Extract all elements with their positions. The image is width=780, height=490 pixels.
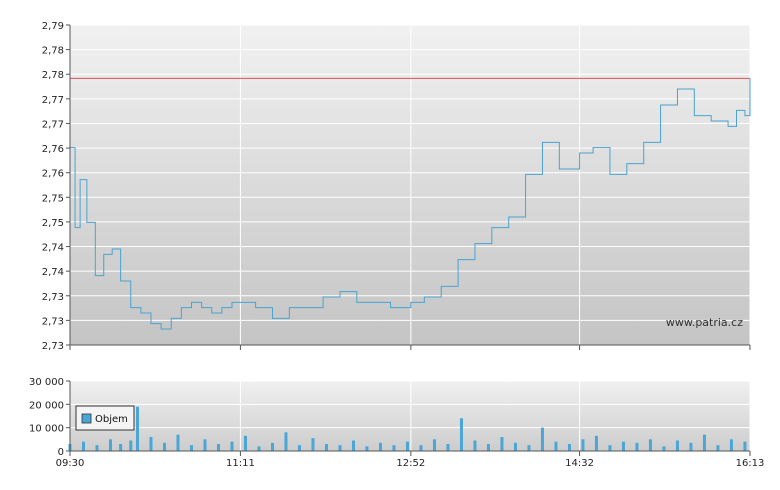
price-line (70, 78, 751, 330)
volume-bar (662, 446, 666, 451)
volume-bar (743, 441, 747, 451)
volume-y-tick-label: 10 000 (29, 424, 64, 435)
volume-bar (338, 445, 342, 451)
volume-bar (270, 442, 274, 451)
volume-y-tick-label: 20 000 (29, 400, 64, 411)
price-y-tick-label: 2,76 (42, 144, 64, 155)
price-y-tick-label: 2,79 (42, 21, 64, 32)
volume-bar (554, 441, 558, 451)
volume-bar (324, 444, 328, 451)
price-y-tick-label: 2,73 (42, 316, 64, 327)
volume-bar (216, 444, 220, 451)
volume-bar (648, 439, 652, 451)
volume-bar (405, 441, 409, 451)
volume-bar (243, 435, 247, 451)
legend-label: Objem (95, 414, 128, 425)
time-x-tick-label: 16:13 (736, 458, 765, 469)
volume-y-axis-labels: 0 10 000 20 000 30 000 (29, 377, 64, 458)
volume-bar (284, 432, 288, 451)
volume-bar (689, 442, 693, 451)
volume-plot-area (70, 381, 750, 451)
volume-bar (119, 444, 123, 451)
volume-bar (459, 418, 463, 451)
price-y-tick-label: 2,74 (42, 243, 64, 254)
volume-bar (567, 444, 571, 451)
price-y-tick-label: 2,76 (42, 169, 64, 180)
time-x-tick-label: 14:32 (565, 458, 594, 469)
price-y-tick-label: 2,77 (42, 119, 64, 130)
volume-bar (608, 445, 612, 451)
volume-bar (351, 440, 355, 451)
volume-bar (392, 445, 396, 451)
volume-bar (135, 406, 139, 451)
volume-bar (716, 445, 720, 451)
volume-bar (581, 439, 585, 451)
price-y-tick-label: 2,78 (42, 70, 64, 81)
volume-bar (500, 437, 504, 451)
volume-bar (446, 444, 450, 451)
volume-bar (486, 444, 490, 451)
legend: Objem (75, 405, 135, 431)
price-y-tick-label: 2,77 (42, 95, 64, 106)
price-y-tick-label: 2,75 (42, 193, 64, 204)
volume-bar (594, 435, 598, 451)
volume-bar (365, 446, 369, 451)
time-x-tick-label: 09:30 (56, 458, 85, 469)
legend-swatch (81, 413, 92, 424)
price-y-axis-labels: 2,73 2,73 2,73 2,74 2,74 2,75 2,75 2,76 2,76 2,77… (42, 21, 64, 352)
volume-y-tick-label: 30 000 (29, 377, 64, 388)
volume-bar (149, 437, 153, 451)
price-y-tick-label: 2,78 (42, 46, 64, 57)
price-y-tick-label: 2,75 (42, 218, 64, 229)
volume-bar (81, 441, 85, 451)
volume-bar (621, 441, 625, 451)
volume-bar (176, 434, 180, 451)
volume-bar (675, 440, 679, 451)
volume-bar (540, 427, 544, 451)
volume-bar (419, 445, 423, 451)
volume-bar (527, 445, 531, 451)
volume-bar (635, 442, 639, 451)
volume-bar (378, 442, 382, 451)
axes (69, 25, 750, 452)
volume-bar (432, 439, 436, 451)
volume-bar (473, 440, 477, 451)
volume-bar (189, 445, 193, 451)
volume-y-tick-label: 0 (58, 447, 64, 458)
price-y-tick-label: 2,74 (42, 267, 64, 278)
time-x-tick-label: 11:11 (226, 458, 255, 469)
volume-bar (203, 439, 207, 451)
time-x-axis-labels: 09:30 11:11 12:52 14:32 16:13 (56, 458, 765, 469)
volume-bar (108, 439, 112, 451)
volume-bar (311, 438, 315, 451)
volume-bar (129, 440, 133, 451)
price-y-tick-label: 2,73 (42, 341, 64, 352)
volume-bar (513, 442, 517, 451)
price-y-tick-label: 2,73 (42, 292, 64, 303)
watermark: www.patria.cz (666, 316, 743, 329)
volume-bar (230, 441, 234, 451)
price-plot-area (70, 25, 750, 345)
volume-bar (297, 445, 301, 451)
volume-bar (702, 434, 706, 451)
volume-bar (729, 439, 733, 451)
volume-bar (95, 445, 99, 451)
volume-bar (257, 446, 261, 451)
volume-bar (162, 442, 166, 451)
time-x-tick-label: 12:52 (396, 458, 425, 469)
